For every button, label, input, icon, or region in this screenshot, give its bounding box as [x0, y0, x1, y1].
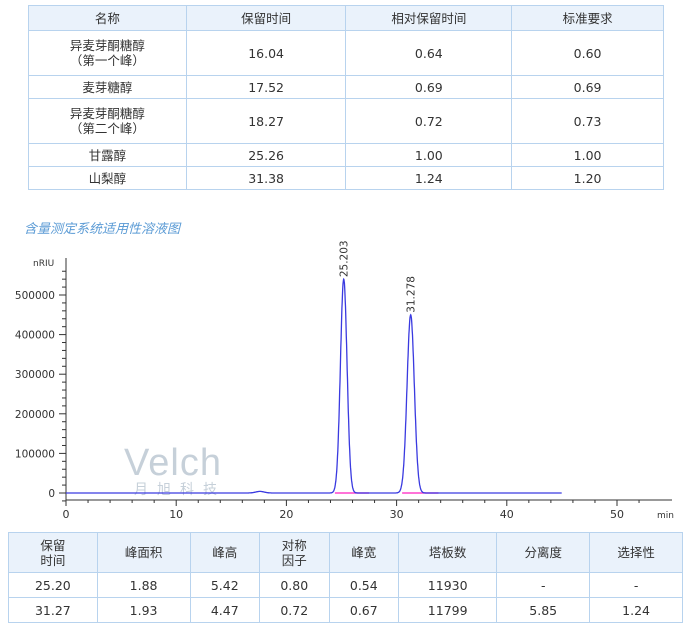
- table-cell: 1.24: [589, 597, 683, 623]
- column-header: 保留时间: [185, 5, 347, 31]
- header-line: 峰高: [212, 545, 238, 560]
- column-header: 保留时间: [8, 532, 98, 573]
- rt-cell: 17.52: [185, 75, 347, 99]
- table-row: 异麦芽酮糖醇 （第一个峰） 16.04 0.64 0.60: [28, 30, 664, 76]
- x-tick-label: 0: [63, 508, 70, 521]
- x-tick-label: 30: [390, 508, 404, 521]
- y-tick-label: 200000: [15, 409, 55, 421]
- column-header: 分离度: [496, 532, 591, 573]
- name-line: 山梨醇: [88, 170, 127, 186]
- system-suitability-table: 保留 时间 峰面积 峰高 对称 因子 峰宽 塔板数 分离度 选择性 25.20 1.88 5.42 0.8…: [8, 532, 683, 623]
- y-axis-label: nRIU: [33, 259, 54, 269]
- table-cell: 31.27: [8, 597, 98, 623]
- table-row: 麦芽糖醇 17.52 0.69 0.69: [28, 75, 664, 99]
- table-cell: -: [589, 572, 683, 598]
- name-line: （第一个峰）: [69, 53, 145, 68]
- table-cell: 5.42: [189, 572, 261, 598]
- rt-cell: 31.38: [185, 166, 347, 190]
- svg-text:月旭科技: 月旭科技: [134, 482, 226, 498]
- y-tick-label: 400000: [15, 330, 55, 342]
- table-cell: 5.85: [496, 597, 591, 623]
- chromatogram-trace: [66, 277, 562, 494]
- rrt-cell: 0.64: [345, 30, 513, 76]
- header-line: 因子: [281, 552, 307, 568]
- header-line: 峰面积: [124, 545, 163, 560]
- table-row: 山梨醇 31.38 1.24 1.20: [28, 166, 664, 190]
- chart-caption: 含量测定系统适用性溶液图: [24, 222, 181, 237]
- column-header: 峰高: [189, 532, 261, 573]
- chromatogram: 0 10 20 30 40 50 0 100000 200000 300000 400000 5000…: [15, 240, 674, 521]
- compound-name: 甘露醇: [28, 143, 187, 167]
- name-line: （第二个峰）: [69, 121, 145, 136]
- table-row: 甘露醇 25.26 1.00 1.00: [28, 143, 664, 167]
- name-line: 甘露醇: [88, 147, 127, 163]
- y-tick-label: 500000: [15, 290, 55, 302]
- y-tick-label: 0: [48, 488, 55, 500]
- header-line: 保留: [40, 537, 66, 553]
- compound-name: 山梨醇: [28, 166, 187, 190]
- rt-cell: 16.04: [185, 30, 347, 76]
- table-cell: -: [496, 572, 591, 598]
- name-line: 异麦芽酮糖醇: [69, 38, 145, 53]
- compound-name: 麦芽糖醇: [28, 75, 187, 99]
- header-line: 选择性: [617, 545, 655, 560]
- column-header: 选择性: [589, 532, 683, 573]
- header-line: 时间: [40, 552, 66, 568]
- y-tick-label: 300000: [15, 369, 55, 381]
- svg-text:Velch: Velch: [124, 442, 222, 484]
- x-tick-label: 50: [610, 508, 624, 521]
- x-tick-label: 20: [279, 508, 293, 521]
- x-tick-label: 10: [169, 508, 183, 521]
- std-cell: 0.60: [511, 30, 664, 76]
- column-header: 塔板数: [398, 532, 498, 573]
- name-line: 麦芽糖醇: [82, 79, 133, 95]
- table-row: 异麦芽酮糖醇 （第二个峰） 18.27 0.72 0.73: [28, 98, 664, 144]
- column-header: 相对保留时间: [345, 5, 513, 31]
- std-cell: 0.69: [511, 75, 664, 99]
- std-cell: 1.00: [511, 143, 664, 167]
- table-cell: 11930: [398, 572, 498, 598]
- table-cell: 25.20: [8, 572, 98, 598]
- x-axis-label: min: [657, 511, 674, 521]
- column-header: 名称: [28, 5, 187, 31]
- table-cell: 1.93: [96, 597, 191, 623]
- rrt-cell: 1.00: [345, 143, 513, 167]
- table-cell: 0.67: [328, 597, 400, 623]
- header-line: 对称: [281, 537, 307, 553]
- compound-name: 异麦芽酮糖醇 （第一个峰）: [28, 30, 187, 76]
- table-cell: 0.72: [259, 597, 330, 623]
- column-header: 对称 因子: [259, 532, 330, 573]
- rt-cell: 18.27: [185, 98, 347, 144]
- table-row: 31.27 1.93 4.47 0.72 0.67 11799 5.85 1.24: [8, 597, 683, 623]
- compound-name: 异麦芽酮糖醇 （第二个峰）: [28, 98, 187, 144]
- table-cell: 11799: [398, 597, 498, 623]
- table-cell: 0.80: [259, 572, 330, 598]
- table-cell: 4.47: [189, 597, 261, 623]
- table-row: 25.20 1.88 5.42 0.80 0.54 11930- -: [8, 572, 683, 598]
- x-tick-label: 40: [500, 508, 514, 521]
- rrt-cell: 0.72: [345, 98, 513, 144]
- table-cell: 0.54: [328, 572, 400, 598]
- name-line: 异麦芽酮糖醇: [69, 106, 145, 121]
- header-line: 塔板数: [428, 545, 467, 560]
- std-cell: 1.20: [511, 166, 664, 190]
- std-cell: 0.73: [511, 98, 664, 144]
- rrt-cell: 1.24: [345, 166, 513, 190]
- peak-label: 25.203: [339, 240, 351, 277]
- header-line: 分离度: [524, 545, 562, 560]
- column-header: 峰面积: [96, 532, 191, 573]
- peak-label: 31.278: [406, 276, 418, 313]
- column-header: 标准要求: [511, 5, 664, 31]
- header-line: 峰宽: [351, 545, 377, 560]
- retention-table: 名称 保留时间 相对保留时间 标准要求 异麦芽酮糖醇 （第一个峰） 16.04 0.64 0.6…: [28, 5, 664, 190]
- y-tick-label: 100000: [15, 448, 55, 460]
- rrt-cell: 0.69: [345, 75, 513, 99]
- column-header: 峰宽: [328, 532, 400, 573]
- rt-cell: 25.26: [185, 143, 347, 167]
- table-cell: 1.88: [96, 572, 191, 598]
